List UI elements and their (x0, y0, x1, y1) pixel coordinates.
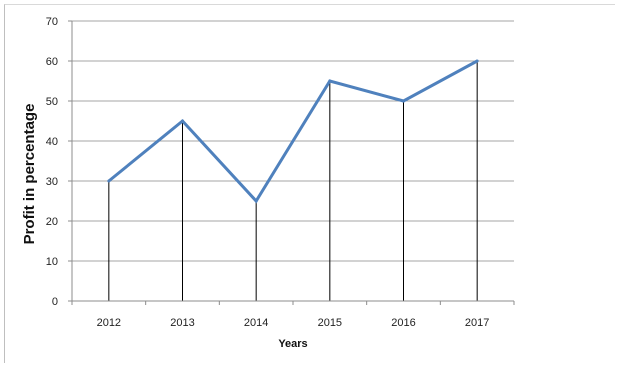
x-axis-title: Years (278, 338, 307, 350)
y-tick-label: 0 (52, 296, 58, 308)
y-tick-labels: 0 10 20 30 40 50 60 70 (46, 16, 58, 308)
data-point (254, 199, 258, 203)
x-tick-label: 2014 (244, 317, 268, 329)
x-tick-label: 2012 (97, 317, 121, 329)
y-tick-label: 30 (46, 176, 58, 188)
y-tick-label: 70 (46, 16, 58, 28)
data-point (328, 79, 332, 83)
y-axis-title: Profit in percentage (21, 104, 38, 245)
data-point (475, 59, 479, 63)
y-tick-label: 10 (46, 256, 58, 268)
data-point (107, 179, 111, 183)
x-tick-label: 2016 (391, 317, 415, 329)
series (107, 59, 479, 204)
x-tick-labels: 2012 2013 2014 2015 2016 2017 (97, 317, 490, 329)
series-line (107, 59, 478, 204)
axes (68, 20, 515, 305)
y-tick-label: 50 (46, 96, 58, 108)
x-tick-label: 2013 (170, 317, 194, 329)
x-tick-label: 2017 (465, 317, 489, 329)
drop-lines (108, 61, 478, 301)
chart-frame (4, 4, 615, 363)
data-point (402, 99, 405, 103)
y-tick-label: 20 (46, 216, 58, 228)
y-tick-label: 60 (46, 56, 58, 68)
x-tick-label: 2015 (318, 317, 342, 329)
y-tick-label: 40 (46, 136, 58, 148)
data-point (181, 119, 184, 123)
